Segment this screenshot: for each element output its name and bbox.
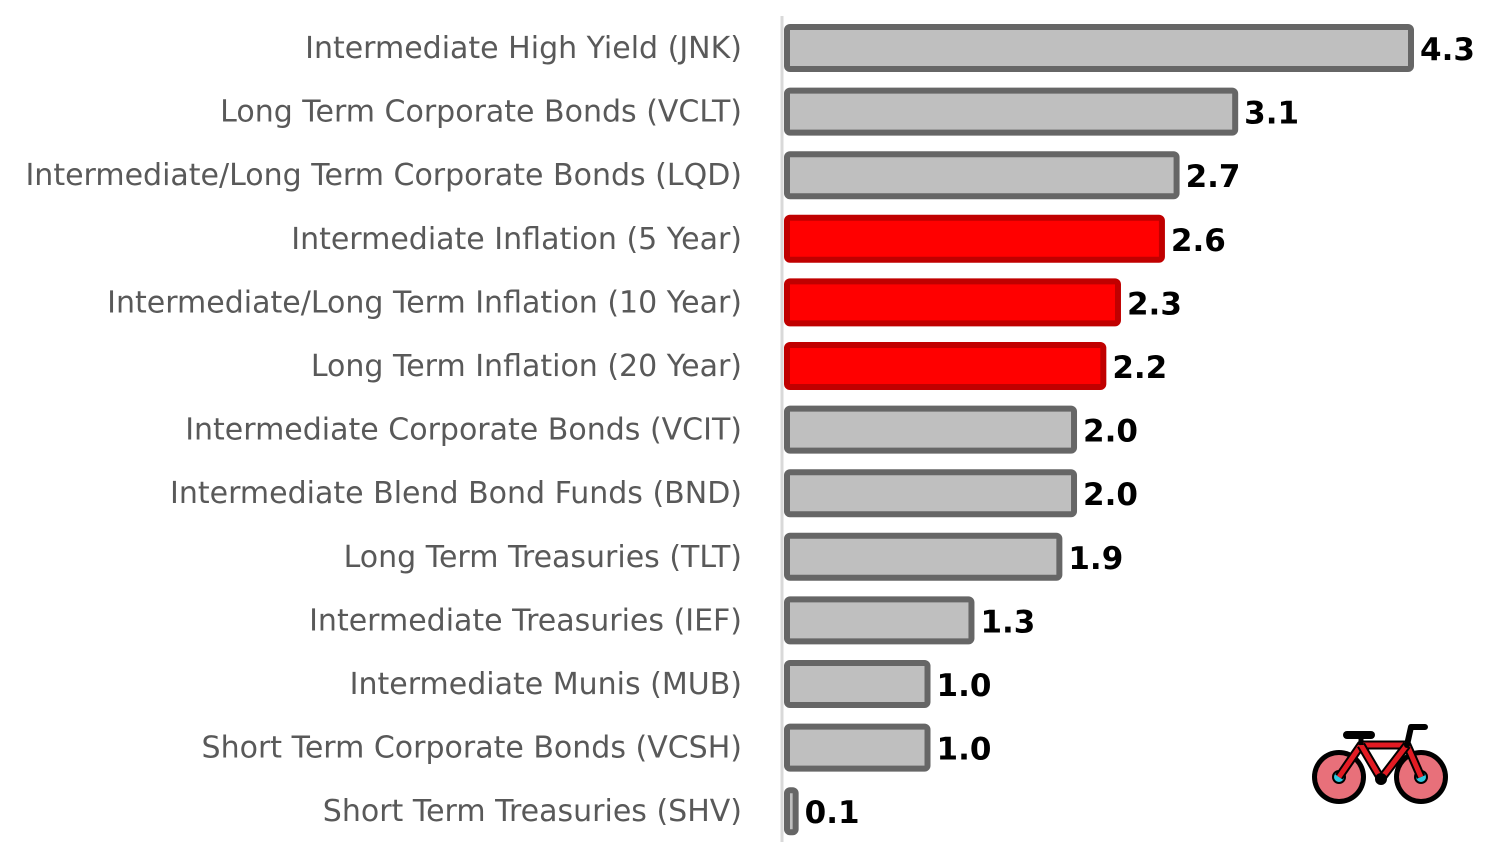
value-label: 2.7 [1186, 159, 1241, 195]
category-label: Long Term Corporate Bonds (VCLT) [220, 95, 742, 130]
bar-6 [784, 342, 1107, 390]
bar-5 [784, 278, 1121, 327]
bar-1 [784, 24, 1414, 72]
bar-4 [784, 214, 1165, 263]
value-label: 3.1 [1244, 96, 1299, 132]
category-label: Intermediate Corporate Bonds (VCIT) [185, 413, 742, 448]
category-label: Short Term Treasuries (SHV) [323, 794, 742, 829]
bar-8 [784, 469, 1078, 518]
value-label: 1.9 [1068, 541, 1123, 577]
category-label: Long Term Inflation (20 Year) [311, 349, 742, 384]
category-label: Intermediate/Long Term Inflation (10 Yea… [107, 285, 742, 320]
bar-9 [784, 532, 1063, 581]
bar-13 [784, 787, 799, 836]
value-label: 2.2 [1112, 350, 1167, 386]
value-label: 1.0 [937, 732, 992, 768]
value-label: 0.1 [805, 795, 860, 831]
category-label: Intermediate/Long Term Corporate Bonds (… [25, 158, 742, 193]
category-label: Long Term Treasuries (TLT) [344, 540, 742, 575]
bar-12 [784, 723, 931, 772]
category-label: Intermediate High Yield (JNK) [305, 31, 742, 66]
bar-11 [784, 660, 931, 708]
bars-group [784, 24, 1414, 836]
category-label: Intermediate Blend Bond Funds (BND) [170, 476, 742, 511]
value-label: 1.3 [980, 604, 1035, 640]
value-label: 1.0 [937, 668, 992, 704]
bicycle-icon [1312, 724, 1448, 804]
category-label: Intermediate Munis (MUB) [350, 667, 742, 702]
category-labels: Intermediate High Yield (JNK) Long Term C… [25, 31, 742, 829]
value-label: 2.6 [1171, 223, 1226, 259]
category-label: Intermediate Treasuries (IEF) [309, 603, 742, 638]
value-label: 2.0 [1083, 414, 1138, 450]
bar-3 [784, 151, 1180, 200]
bar-10 [784, 596, 975, 645]
bar-2 [784, 87, 1239, 136]
value-labels: 4.3 3.12.7 2.6 2.3 2.2 2.0 2.0 1.9 1.3 1.0 1.0 0.1 [805, 32, 1475, 831]
category-label: Short Term Corporate Bonds (VCSH) [202, 731, 742, 766]
value-label: 4.3 [1420, 32, 1475, 68]
value-label: 2.0 [1083, 477, 1138, 513]
value-label: 2.3 [1127, 286, 1182, 322]
bar-7 [784, 405, 1078, 454]
category-label: Intermediate Inflation (5 Year) [291, 222, 742, 257]
